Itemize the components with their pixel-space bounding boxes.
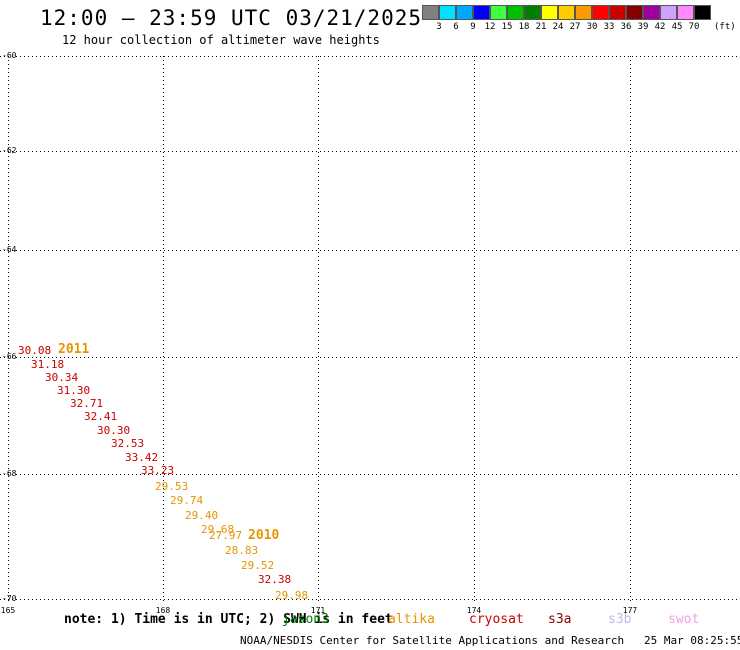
timestamp-text: 25 Mar 08:25:55 UTC 2025 <box>643 634 740 647</box>
color-swatch <box>524 5 541 20</box>
color-scale-label: 6 <box>453 22 459 32</box>
satellite-legend-item: swot <box>668 612 700 627</box>
wave-height-label: 30.30 <box>97 424 131 437</box>
credit-text: NOAA/NESDIS Center for Satellite Applica… <box>240 634 625 647</box>
latitude-label: -66 <box>2 352 17 361</box>
wave-height-label: 29.98 <box>275 589 309 602</box>
wave-height-label: 27.97 <box>209 529 243 542</box>
satellite-legend-item: cryosat <box>469 612 524 627</box>
longitude-label: 177 <box>622 606 638 615</box>
page-title: 12:00 – 23:59 UTC 03/21/2025 <box>40 6 423 30</box>
color-swatch <box>643 5 660 20</box>
color-swatch <box>592 5 609 20</box>
wave-height-label: 29.52 <box>241 559 275 572</box>
wave-height-label: 32.38 <box>258 573 292 586</box>
color-swatch <box>422 5 439 20</box>
color-scale-label: 42 <box>654 22 666 32</box>
color-swatch <box>473 5 490 20</box>
wave-height-label: 29.74 <box>170 494 204 507</box>
color-scale-label: 70 <box>688 22 700 32</box>
wave-height-label: 32.71 <box>70 397 104 410</box>
wave-height-label: 29.68 <box>201 523 235 536</box>
wave-height-label: 33.23 <box>141 464 175 477</box>
color-swatch <box>626 5 643 20</box>
color-swatch <box>609 5 626 20</box>
longitude-label: 174 <box>466 606 482 615</box>
page-subtitle: 12 hour collection of altimeter wave hei… <box>62 33 380 47</box>
satellite-legend-item: jason3 <box>282 612 329 627</box>
color-scale-label: 21 <box>535 22 547 32</box>
color-swatch <box>677 5 694 20</box>
latitude-label: -60 <box>2 51 17 60</box>
footer-credit: NOAA/NESDIS Center for Satellite Applica… <box>240 634 740 647</box>
color-scale-label: 33 <box>603 22 615 32</box>
color-swatch <box>439 5 456 20</box>
color-swatch <box>558 5 575 20</box>
color-scale-label: 30 <box>586 22 598 32</box>
latitude-label: -62 <box>2 146 17 155</box>
color-scale-unit: (ft) <box>714 22 736 32</box>
color-scale-label: 45 <box>671 22 683 32</box>
color-scale-label: 24 <box>552 22 564 32</box>
color-scale-label: 3 <box>436 22 442 32</box>
wave-height-label: 31.18 <box>31 358 65 371</box>
color-swatch <box>660 5 677 20</box>
color-scale-label: 36 <box>620 22 632 32</box>
wave-height-label: 29.40 <box>185 509 219 522</box>
color-swatch <box>507 5 524 20</box>
color-scale-label: 18 <box>518 22 530 32</box>
latitude-label: -64 <box>2 245 17 254</box>
longitude-label: 168 <box>155 606 171 615</box>
wave-height-label: 29.53 <box>155 480 189 493</box>
longitude-label: 171 <box>310 606 326 615</box>
satellite-legend-item: altika <box>388 612 435 627</box>
latitude-label: -70 <box>2 594 17 603</box>
color-scale-label: 9 <box>470 22 476 32</box>
color-scale-label: 39 <box>637 22 649 32</box>
time-label: 2010 <box>248 528 280 543</box>
color-swatch <box>490 5 507 20</box>
color-scale-label: 27 <box>569 22 581 32</box>
wave-height-label: 33.42 <box>125 451 159 464</box>
wave-height-label: 28.83 <box>225 544 259 557</box>
color-swatch <box>456 5 473 20</box>
wave-height-label: 30.34 <box>45 371 79 384</box>
color-swatch <box>694 5 711 20</box>
time-label: 2011 <box>58 342 90 357</box>
color-swatch <box>541 5 558 20</box>
wave-height-label: 31.30 <box>57 384 91 397</box>
color-scale-label: 12 <box>484 22 496 32</box>
wave-height-label: 30.08 <box>18 344 52 357</box>
wave-height-label: 32.41 <box>84 410 118 423</box>
color-swatch <box>575 5 592 20</box>
satellite-legend-item: s3a <box>548 612 572 627</box>
longitude-label: 165 <box>0 606 16 615</box>
latitude-label: -68 <box>2 469 17 478</box>
wave-height-label: 32.53 <box>111 437 145 450</box>
units-note: note: 1) Time is in UTC; 2) SWH is in fe… <box>64 612 393 627</box>
satellite-legend-item: s3b <box>608 612 632 627</box>
color-scale-label: 15 <box>501 22 513 32</box>
